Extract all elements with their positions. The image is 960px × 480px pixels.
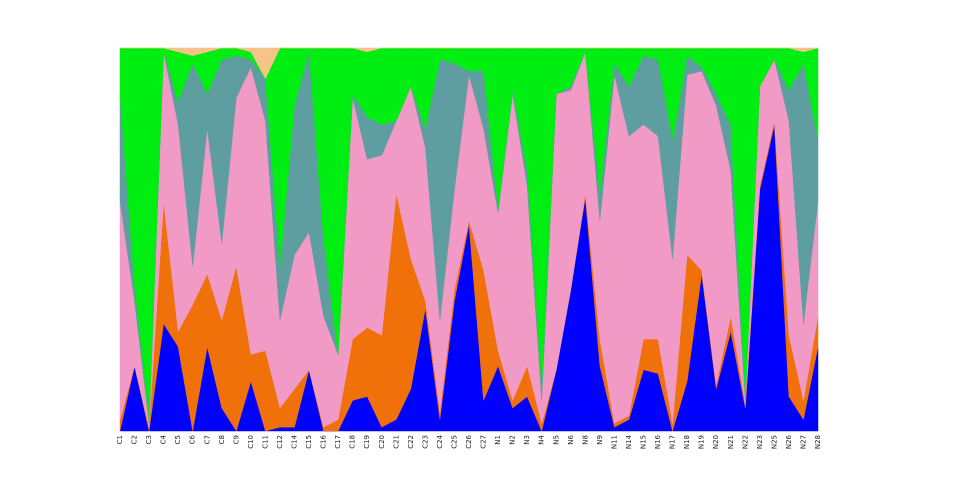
x-tick-label: C9: [232, 435, 240, 444]
x-tick-label: C6: [189, 434, 197, 444]
x-tick-label: N20: [712, 435, 720, 449]
x-tick-label: N19: [698, 435, 706, 449]
x-tick-label: C14: [291, 434, 299, 448]
x-tick-label: C10: [247, 435, 255, 449]
x-tick-label: N9: [596, 435, 604, 445]
x-tick-label: C15: [305, 435, 313, 449]
x-tick-label: N5: [552, 435, 560, 445]
x-tick-label: C5: [174, 435, 182, 444]
x-tick-label: C3: [145, 435, 153, 444]
x-tick-label: C23: [421, 435, 429, 449]
x-tick-label: N3: [523, 435, 531, 445]
x-tick-label: C19: [363, 435, 371, 449]
x-tick-label: C2: [131, 435, 139, 444]
x-tick-label: N15: [640, 435, 648, 449]
x-tick-label: C20: [378, 435, 386, 449]
x-tick-label: C27: [480, 435, 488, 449]
x-tick-label: N16: [654, 434, 662, 449]
x-tick-label: N28: [814, 435, 822, 449]
x-tick-label: N23: [756, 435, 764, 449]
x-tick-label: C1: [116, 435, 124, 444]
x-tick-label: C11: [261, 435, 269, 449]
x-tick-label: C18: [349, 435, 357, 449]
x-tick-label: C4: [160, 434, 168, 444]
x-tick-label: N17: [669, 435, 677, 449]
x-tick-label: C16: [320, 434, 328, 448]
x-tick-label: N22: [741, 435, 749, 449]
x-tick-label: C22: [407, 435, 415, 449]
x-tick-label: N14: [625, 434, 633, 449]
x-tick-label: C17: [334, 435, 342, 449]
x-tick-label: C7: [203, 435, 211, 444]
x-tick-label: C25: [450, 435, 458, 449]
x-tick-label: N25: [770, 435, 778, 449]
x-tick-label: N1: [494, 435, 502, 445]
x-tick-label: N18: [683, 435, 691, 449]
x-tick-label: N2: [509, 435, 517, 445]
x-tick-label: C24: [436, 434, 444, 448]
x-tick-label: N8: [581, 435, 589, 445]
x-tick-label: N26: [785, 434, 793, 449]
x-tick-label: C21: [392, 435, 400, 449]
x-tick-label: N11: [610, 435, 618, 449]
x-tick-label: N21: [727, 435, 735, 449]
x-tick-label: C26: [465, 434, 473, 448]
x-tick-label: C8: [218, 435, 226, 444]
x-tick-label: N4: [538, 434, 546, 444]
x-tick-label: N27: [799, 435, 807, 449]
x-tick-label: C12: [276, 435, 284, 449]
x-tick-label: N6: [567, 434, 575, 444]
area: [120, 47, 819, 80]
